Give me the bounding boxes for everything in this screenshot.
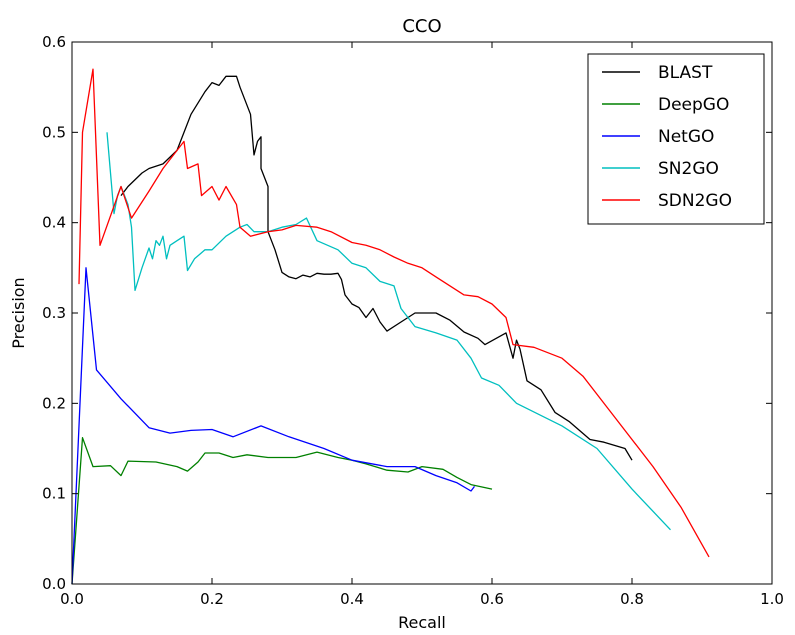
x-axis-label: Recall [398, 613, 446, 632]
legend: BLAST DeepGO NetGO SN2GO SDN2GO [587, 53, 765, 225]
x-tick-label: 1.0 [760, 590, 784, 608]
x-tick-label: 0.6 [480, 590, 504, 608]
chart-title: CCO [402, 16, 441, 37]
y-tick-label: 0.0 [42, 575, 66, 593]
x-tick-label: 0.8 [620, 590, 644, 608]
y-tick-label: 0.2 [42, 394, 66, 412]
series-line-blast [120, 75, 633, 461]
legend-label-sdn2go: SDN2GO [658, 191, 732, 211]
y-tick-label: 0.6 [42, 33, 66, 51]
legend-box [587, 53, 765, 225]
x-tick-label: 0.2 [200, 590, 224, 608]
y-tick-label: 0.3 [42, 304, 66, 322]
legend-label-deepgo: DeepGO [658, 95, 729, 115]
y-tick-label: 0.5 [42, 123, 66, 141]
series-line-netgo [71, 267, 476, 585]
y-axis-ticks: 0.0 0.1 0.2 0.3 0.4 0.5 0.6 [42, 33, 772, 593]
y-tick-label: 0.4 [42, 214, 66, 232]
legend-label-netgo: NetGO [658, 127, 714, 147]
series-line-deepgo [71, 437, 493, 585]
y-tick-label: 0.1 [42, 485, 66, 503]
series-line-sdn2go [78, 68, 710, 558]
x-tick-label: 0.4 [340, 590, 364, 608]
series-line-sn2go [106, 132, 671, 531]
x-tick-label: 0.0 [60, 590, 84, 608]
x-axis-ticks: 0.0 0.2 0.4 0.6 0.8 1.0 [60, 42, 784, 608]
y-axis-label: Precision [9, 277, 28, 348]
legend-label-sn2go: SN2GO [658, 159, 719, 179]
series-lines [71, 68, 710, 585]
legend-label-blast: BLAST [658, 63, 713, 83]
